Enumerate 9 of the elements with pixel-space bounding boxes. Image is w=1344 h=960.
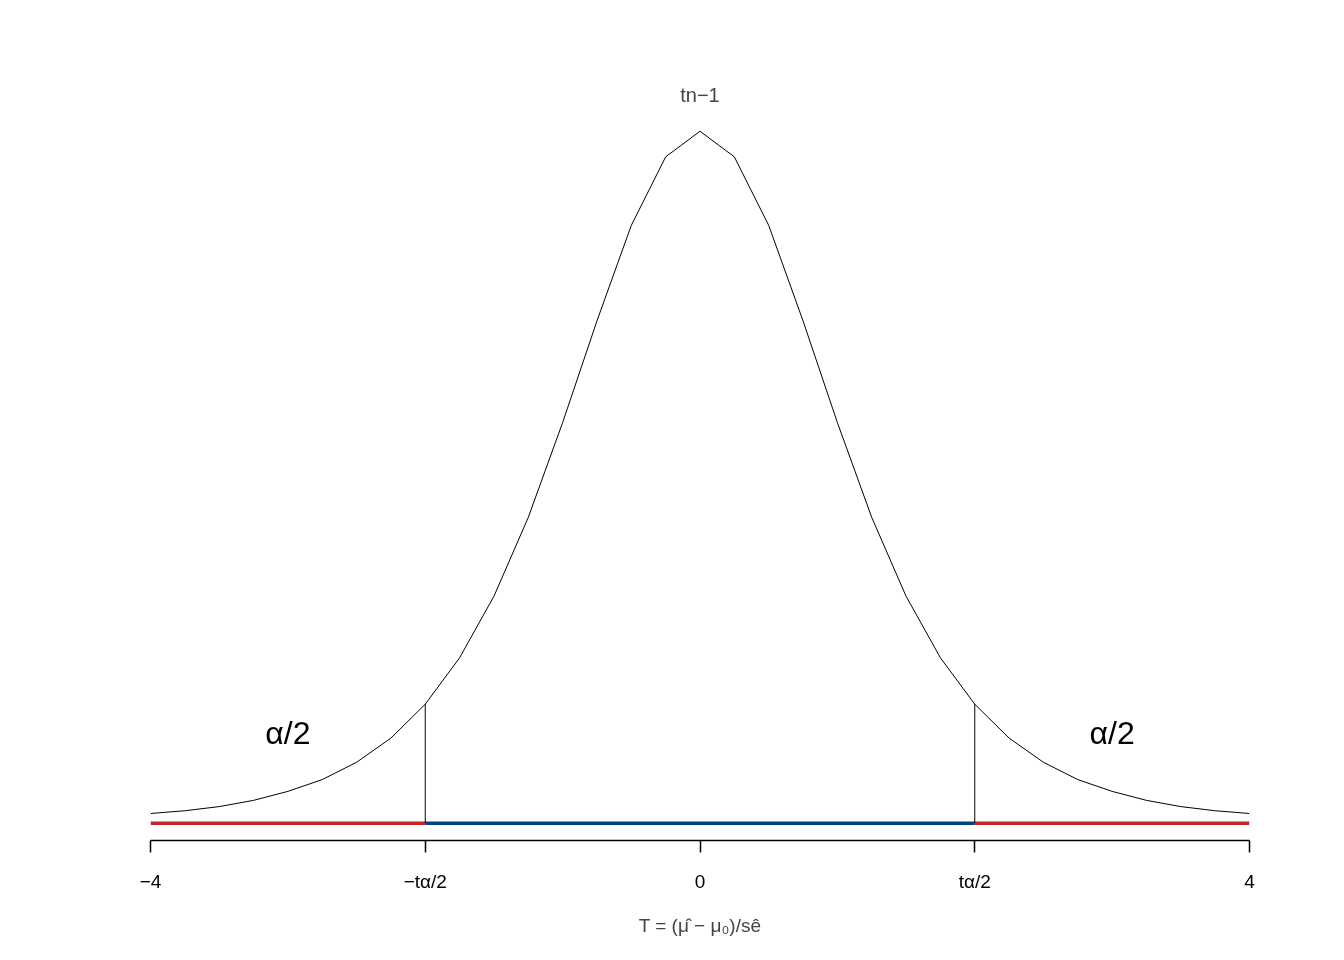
- x-tick-label: −tα/2: [403, 870, 447, 892]
- x-tick-label: tα/2: [958, 870, 991, 892]
- annotation: α/2: [265, 715, 311, 752]
- x-tick-label: 0: [694, 870, 706, 892]
- annotation: α/2: [1089, 715, 1135, 752]
- x-tick-label: 4: [1244, 870, 1256, 892]
- x-axis-title: T = (μ̂ − μ₀)/sê: [638, 914, 762, 936]
- chart-title: tn−1: [680, 83, 720, 106]
- x-tick-label: −4: [139, 870, 162, 892]
